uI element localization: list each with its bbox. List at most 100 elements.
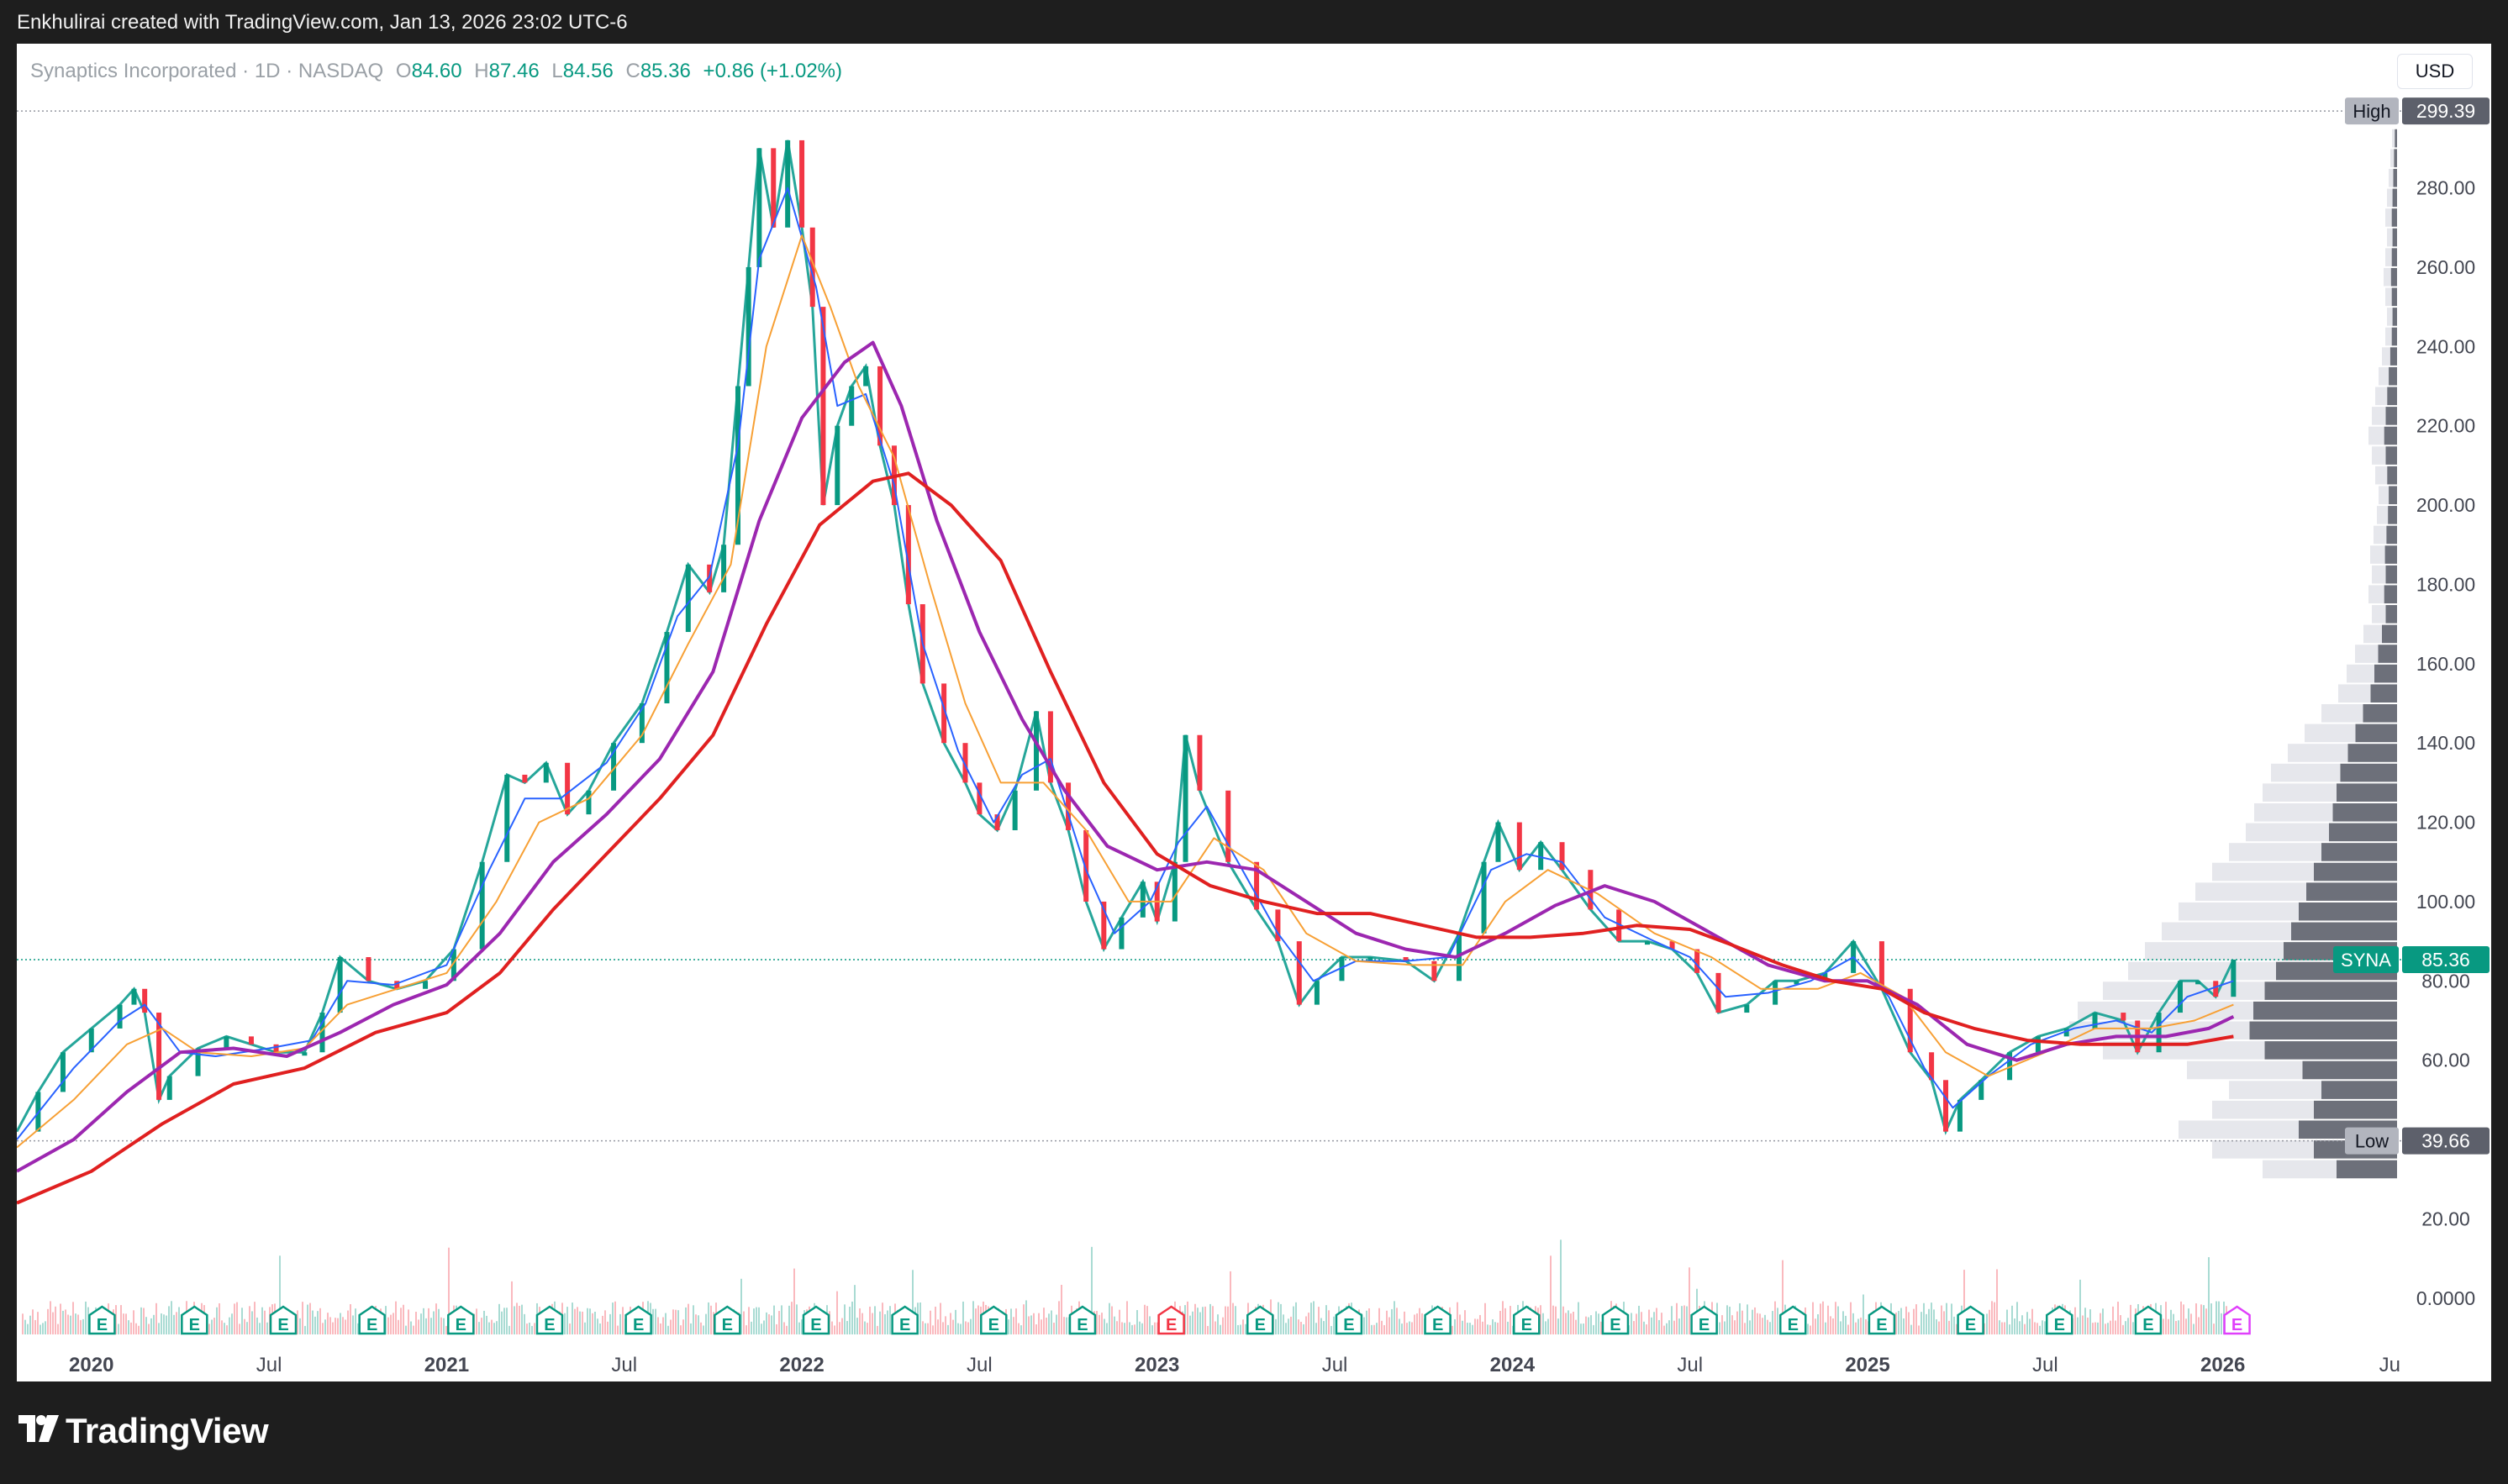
moving-average-ma4 [17, 471, 2234, 1205]
volume-bar [1681, 1306, 1683, 1334]
earnings-marker-label: E [2142, 1316, 2153, 1334]
volume-bar [2082, 1315, 2084, 1334]
volume-bar [27, 1323, 29, 1334]
volume-bar [957, 1323, 959, 1334]
price-candle [771, 148, 777, 228]
earnings-marker[interactable]: E [2223, 1305, 2251, 1335]
earnings-marker[interactable]: E [1335, 1305, 1363, 1335]
volume-bar [1542, 1313, 1544, 1334]
volume-bar [443, 1318, 445, 1334]
volume-bar [688, 1303, 689, 1334]
earnings-marker[interactable]: E [980, 1305, 1008, 1335]
volume-bar [1946, 1302, 1947, 1334]
earnings-marker-label: E [633, 1316, 644, 1334]
volume-profile-bar [2382, 624, 2397, 644]
volume-bar [1731, 1315, 1733, 1334]
volume-bar [347, 1310, 349, 1334]
volume-bar [1295, 1302, 1297, 1334]
volume-bar [962, 1301, 964, 1334]
volume-bar [2185, 1318, 2187, 1334]
volume-bar [965, 1321, 967, 1334]
volume-bar [1636, 1313, 1637, 1334]
earnings-marker[interactable]: E [714, 1305, 741, 1335]
price-candle [2035, 1036, 2041, 1053]
volume-profile-bar [2384, 585, 2397, 604]
earnings-marker[interactable]: E [88, 1305, 116, 1335]
earnings-marker[interactable]: E [2046, 1305, 2073, 1335]
earnings-marker-label: E [722, 1316, 733, 1334]
volume-bar [1580, 1323, 1582, 1334]
volume-profile-bar [2387, 387, 2397, 406]
earnings-marker[interactable]: E [1424, 1305, 1452, 1335]
earnings-marker[interactable]: E [1068, 1305, 1097, 1335]
volume-bar [1984, 1323, 1985, 1334]
price-candle [877, 366, 883, 446]
volume-bar [415, 1312, 417, 1334]
earnings-marker[interactable]: E [2134, 1305, 2163, 1335]
earnings-marker[interactable]: E [447, 1305, 475, 1335]
earnings-marker[interactable]: E [1157, 1305, 1185, 1335]
price-candle [746, 266, 751, 387]
earnings-marker[interactable]: E [1779, 1305, 1807, 1335]
price-candle [479, 861, 485, 950]
volume-profile-bar [2387, 466, 2397, 485]
volume-bar [72, 1302, 74, 1334]
high-price-box [2402, 97, 2490, 125]
price-chart[interactable]: E E E E E E E E E E E E E E E E E E E E E E E E E 2020 Jul 2021 Jul 2… [17, 44, 2491, 1381]
earnings-marker-badge [1335, 1305, 1363, 1335]
volume-bar [836, 1291, 838, 1334]
volume-bar [1663, 1325, 1665, 1334]
earnings-marker[interactable]: E [891, 1305, 919, 1335]
volume-bar [677, 1310, 679, 1334]
volume-bar [1951, 1303, 1952, 1334]
chart-panel[interactable]: E E E E E E E E E E E E E E E E E E E E E E E E E 2020 Jul 2021 Jul 2… [17, 44, 2491, 1381]
volume-bar [1550, 1255, 1552, 1334]
volume-profile-bar [2372, 565, 2386, 584]
volume-profile-bar [2385, 407, 2397, 425]
volume-bar [574, 1308, 576, 1334]
volume-profile-bar [2355, 645, 2379, 663]
volume-profile-bar [2391, 208, 2397, 227]
price-candle [195, 1048, 201, 1076]
price-candle [2177, 981, 2183, 1013]
volume-bar [1653, 1312, 1655, 1334]
volume-bar [839, 1322, 840, 1334]
earnings-marker[interactable]: E [1690, 1305, 1718, 1335]
earnings-marker[interactable]: E [1513, 1305, 1541, 1335]
volume-profile-bar [2288, 744, 2348, 762]
volume-bar [1641, 1312, 1642, 1334]
earnings-marker[interactable]: E [358, 1305, 386, 1335]
volume-bar [698, 1315, 699, 1334]
earnings-marker[interactable]: E [1957, 1305, 1984, 1335]
volume-bar [123, 1313, 124, 1334]
earnings-marker[interactable]: E [535, 1305, 564, 1335]
earnings-marker[interactable]: E [1246, 1305, 1274, 1335]
volume-bar [1119, 1309, 1120, 1334]
price-candle [142, 988, 148, 1013]
volume-profile-bar [2179, 1120, 2299, 1139]
volume-bar [2011, 1305, 2013, 1334]
volume-bar [1686, 1306, 1688, 1334]
volume-bar [246, 1322, 248, 1334]
volume-bar [1280, 1303, 1282, 1334]
volume-bar [778, 1311, 780, 1334]
volume-bar [1547, 1318, 1549, 1334]
volume-bar [307, 1304, 308, 1334]
currency-button[interactable]: USD [2397, 54, 2473, 89]
earnings-marker[interactable]: E [181, 1305, 208, 1335]
earnings-marker[interactable]: E [624, 1305, 652, 1335]
price-candle [1254, 861, 1260, 910]
volume-bar [304, 1325, 306, 1334]
legend-separator: · [286, 60, 298, 82]
price-candle [1012, 790, 1018, 830]
volume-bar [118, 1323, 119, 1334]
x-axis-tick-label: 2024 [1490, 1354, 1536, 1376]
volume-bar [1575, 1319, 1577, 1334]
volume-bar [2178, 1320, 2179, 1334]
earnings-marker[interactable]: E [1868, 1305, 1896, 1335]
earnings-marker[interactable]: E [1601, 1305, 1630, 1335]
earnings-marker-label: E [1432, 1316, 1443, 1334]
volume-bar [846, 1320, 848, 1334]
earnings-marker[interactable]: E [802, 1305, 830, 1335]
earnings-marker[interactable]: E [269, 1305, 298, 1335]
